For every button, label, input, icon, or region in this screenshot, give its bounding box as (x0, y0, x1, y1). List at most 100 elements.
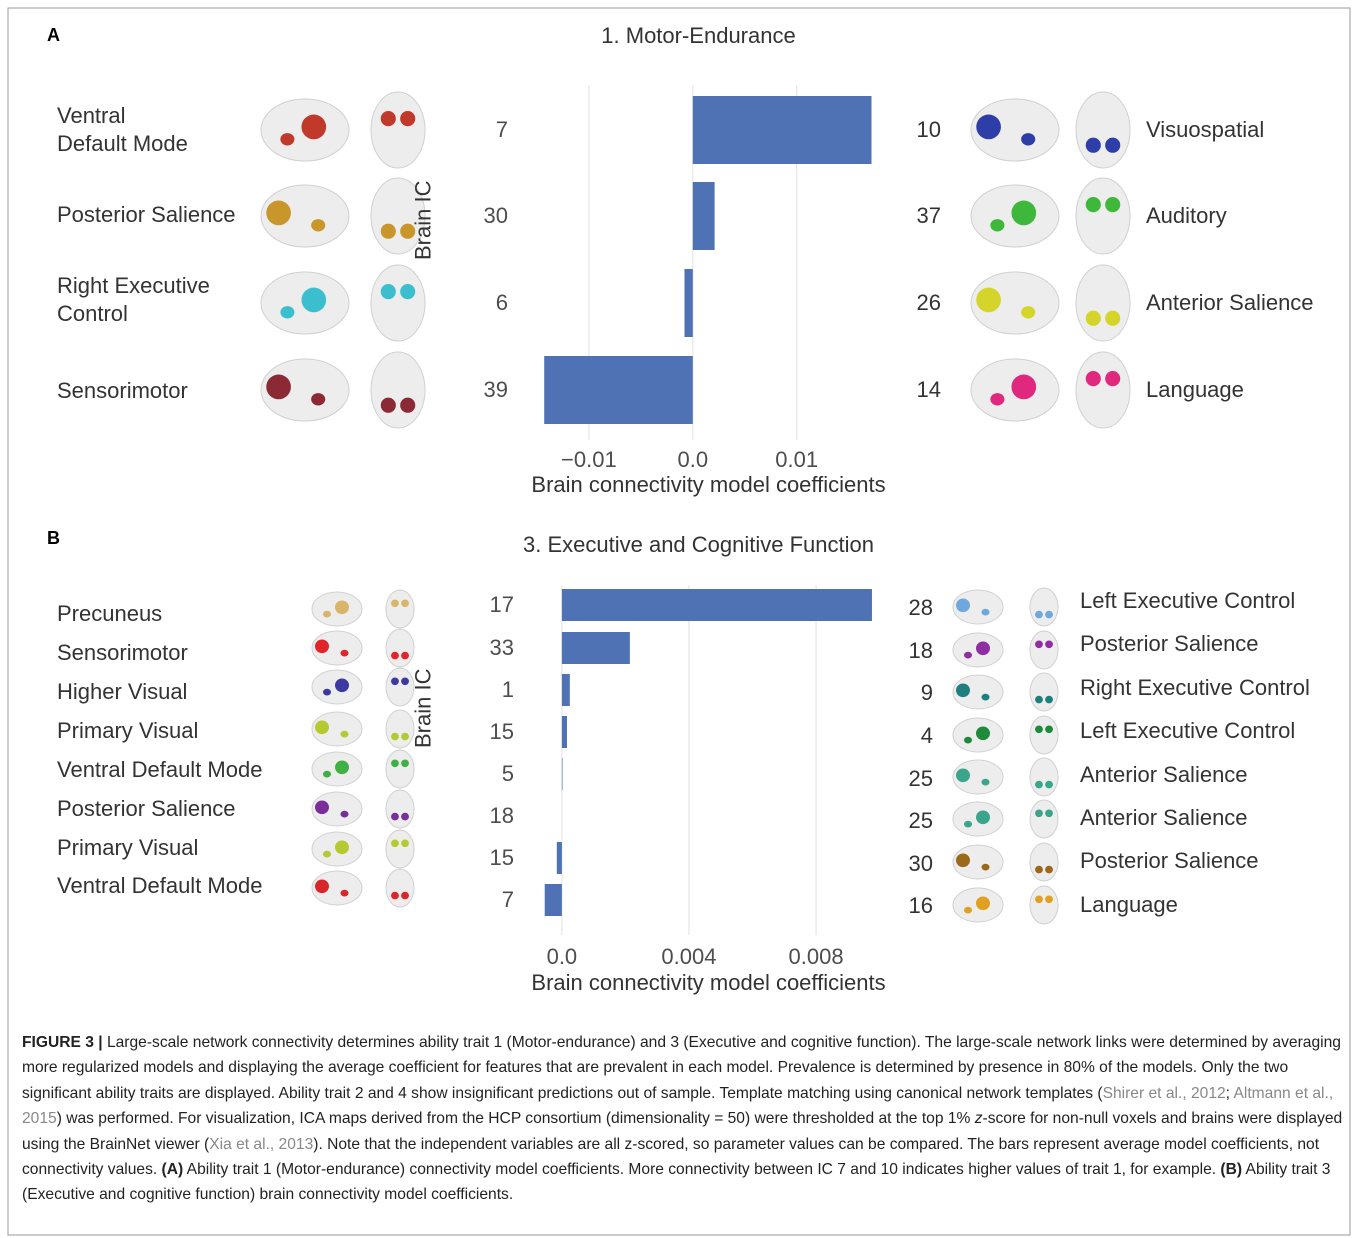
y-axis-label: Brain IC (410, 180, 436, 260)
caption-label: FIGURE 3 | (22, 1034, 103, 1051)
citation-link[interactable]: Xia et al., 2013 (209, 1135, 314, 1153)
citation-link[interactable]: Altmann et al., 2015 (22, 1084, 1334, 1128)
network-name: Sensorimotor (57, 640, 188, 665)
caption-panel-ref: (B) (1220, 1161, 1243, 1179)
brain-blob (976, 114, 1001, 140)
network-name: Posterior Salience (57, 796, 236, 821)
brain-blob (981, 778, 990, 786)
network-name: Ventral Default Mode (57, 873, 263, 898)
x-axis-label: Brain connectivity model coefficients (531, 472, 886, 497)
brain-image (1075, 177, 1131, 255)
brain-blob (315, 800, 329, 815)
ic-number: 16 (908, 893, 933, 918)
brain-blob (311, 393, 326, 406)
ic-number: 9 (920, 680, 933, 705)
brain-image (1029, 885, 1059, 925)
brain-blob (266, 374, 291, 400)
citation-link[interactable]: Shirer et al., 2012 (1102, 1084, 1226, 1102)
brain-blob (400, 111, 416, 127)
brain-blob (976, 896, 990, 911)
caption-text: ) was performed. For visualization, ICA … (56, 1110, 975, 1128)
brain-blob (1035, 809, 1043, 818)
brain-blob (401, 732, 409, 741)
ic-number: 30 (908, 851, 933, 876)
network-name: Right Executive Control (1080, 675, 1310, 700)
caption: FIGURE 3 | Large-scale network connectiv… (22, 1030, 1344, 1208)
y-tick-label: 15 (489, 845, 514, 870)
network-name: Left Executive Control (1080, 718, 1296, 743)
brain-blob (1021, 306, 1036, 319)
brain-image (385, 628, 415, 668)
brain-blob (401, 759, 409, 768)
brain-image (260, 358, 350, 422)
network-name: Auditory (1146, 203, 1227, 228)
panel-label: B (47, 528, 60, 548)
ic-number: 28 (908, 595, 933, 620)
brain-blob (401, 891, 409, 900)
network-name: Anterior Salience (1080, 762, 1248, 787)
brain-image (1029, 587, 1059, 627)
network-name: Posterior Salience (1080, 631, 1259, 656)
brain-image (1029, 842, 1059, 882)
caption-text: ). Note that the independent variables a… (22, 1135, 1320, 1179)
caption-text: Ability trait 1 (Motor-endurance) connec… (183, 1161, 1221, 1179)
x-tick-label: 0.008 (788, 944, 844, 969)
brain-blob (1045, 725, 1053, 734)
brain-blob (981, 608, 990, 616)
brain-image (385, 667, 415, 707)
brain-blob (391, 677, 399, 686)
brain-blob (266, 200, 291, 226)
ic-number: 18 (908, 638, 933, 663)
brain-blob (340, 649, 349, 657)
brain-blob (380, 223, 396, 239)
network-name: Ventral Default Mode (57, 103, 188, 156)
brain-blob (1085, 197, 1101, 213)
brain-blob (323, 770, 331, 778)
brain-blob (1021, 133, 1036, 146)
brain-image (260, 184, 350, 248)
network-name: Primary Visual (57, 835, 199, 860)
bar (692, 182, 715, 250)
network-name: Precuneus (57, 601, 163, 626)
y-tick-label: 18 (489, 803, 514, 828)
brain-blob (976, 641, 990, 656)
brain-image (370, 264, 426, 342)
figure-border (7, 7, 1351, 1236)
y-tick-label: 30 (483, 203, 508, 228)
network-name: Sensorimotor (57, 378, 188, 403)
brain-blob (340, 730, 349, 738)
brain-image (952, 589, 1004, 625)
x-tick-label: 0.01 (775, 447, 819, 472)
brain-blob (400, 284, 416, 300)
brain-image (370, 351, 426, 429)
brain-blob (964, 736, 972, 744)
brain-blob (1035, 780, 1043, 789)
y-tick-label: 7 (495, 117, 508, 142)
brain-blob (380, 397, 396, 413)
brain-blob (401, 599, 409, 608)
ic-number: 4 (920, 723, 933, 748)
brain-blob (323, 610, 331, 618)
network-name: Posterior Salience (57, 202, 236, 227)
brain-blob (335, 600, 349, 615)
network-name: Ventral Default Mode (57, 757, 263, 782)
x-tick-label: 0.0 (546, 944, 578, 969)
chart-title: 3. Executive and Cognitive Function (523, 532, 874, 557)
brain-blob (1035, 695, 1043, 704)
y-tick-label: 1 (501, 677, 514, 702)
y-tick-label: 33 (489, 635, 514, 660)
ic-number: 14 (916, 377, 941, 402)
caption-text: Ability trait 3 (Executive and cognitive… (22, 1161, 1331, 1204)
brain-image (311, 711, 363, 747)
y-tick-label: 17 (489, 592, 514, 617)
brain-blob (391, 651, 399, 660)
brain-blob (990, 219, 1005, 232)
brain-blob (315, 720, 329, 735)
y-tick-label: 6 (495, 290, 508, 315)
brain-blob (280, 306, 295, 319)
caption-text: ; (1225, 1084, 1234, 1102)
brain-blob (391, 599, 399, 608)
bar (556, 842, 562, 874)
brain-image (385, 789, 415, 829)
